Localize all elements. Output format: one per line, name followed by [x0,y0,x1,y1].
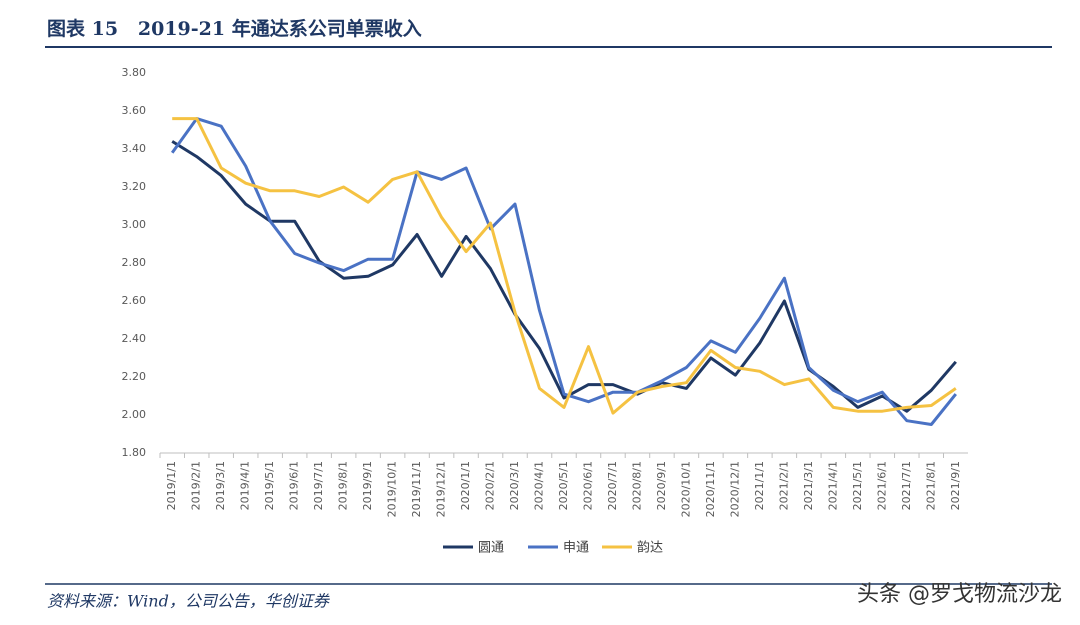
x-tick-label: 2020/2/1 [484,461,497,510]
x-tick-label: 2021/7/1 [900,461,913,510]
x-tick-label: 2020/7/1 [606,461,619,510]
x-tick-label: 2020/8/1 [630,461,643,510]
x-tick-label: 2019/3/1 [214,461,227,510]
x-tick-label: 2021/1/1 [753,461,766,510]
legend-label: 圆通 [478,541,504,556]
x-tick-label: 2021/4/1 [826,461,839,510]
x-tick-label: 2020/3/1 [508,461,521,510]
x-tick-label: 2019/6/1 [288,461,301,510]
x-tick-label: 2019/10/1 [386,461,399,517]
y-tick-label: 3.00 [122,218,147,231]
x-tick-label: 2019/9/1 [361,461,374,510]
series-line [171,140,957,413]
y-tick-label: 2.60 [122,294,147,307]
x-tick-label: 2019/12/1 [435,461,448,517]
source: 资料来源：Wind，公司公告，华创证券 [47,592,331,611]
x-tick-label: 2019/2/1 [190,461,203,510]
x-tick-label: 2019/5/1 [263,461,276,510]
y-tick-label: 3.80 [122,66,147,79]
y-tick-label: 2.20 [122,370,147,383]
series-line [170,117,957,426]
x-tick-label: 2020/12/1 [728,461,741,517]
x-tick-label: 2021/6/1 [875,461,888,510]
y-tick-label: 1.80 [122,446,147,459]
y-tick-label: 2.80 [122,256,147,269]
x-tick-label: 2021/2/1 [777,461,790,510]
y-tick-label: 2.40 [122,332,147,345]
x-tick-label: 2020/6/1 [581,461,594,510]
x-tick-label: 2019/11/1 [410,461,423,517]
x-tick-label: 2019/7/1 [312,461,325,510]
legend-label: 申通 [563,541,589,556]
x-tick-label: 2020/5/1 [557,461,570,510]
x-tick-label: 2020/9/1 [655,461,668,510]
y-tick-label: 3.60 [122,104,147,117]
y-tick-label: 3.20 [122,180,147,193]
x-tick-label: 2021/8/1 [924,461,937,510]
y-tick-label: 2.00 [122,408,147,421]
y-tick-label: 3.40 [122,142,147,155]
series-line [172,117,957,415]
x-tick-label: 2020/10/1 [679,461,692,517]
x-tick-label: 2019/8/1 [337,461,350,510]
x-tick-label: 2020/11/1 [704,461,717,517]
x-tick-label: 2021/9/1 [949,461,962,510]
chart-title: 图表 15 2019-21 年通达系公司单票收入 [47,17,422,40]
watermark: 头条 @罗戈物流沙龙 [857,582,1062,607]
x-tick-label: 2019/4/1 [239,461,252,510]
x-tick-label: 2021/5/1 [851,461,864,510]
x-tick-label: 2020/1/1 [459,461,472,510]
x-tick-label: 2019/1/1 [165,461,178,510]
x-tick-label: 2020/4/1 [533,461,546,510]
x-tick-label: 2021/3/1 [802,461,815,510]
legend-label: 韵达 [637,541,663,556]
